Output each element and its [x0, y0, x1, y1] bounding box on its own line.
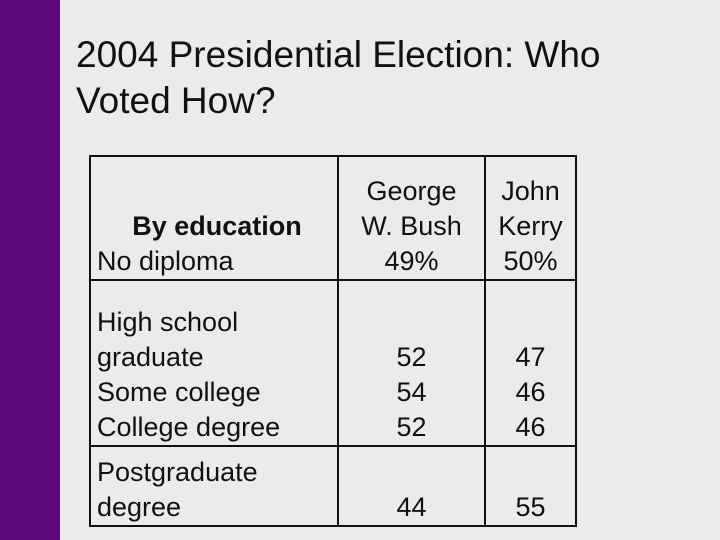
table-header-row: By education No diploma George W. Bush 4…: [89, 155, 577, 281]
kerry-value-no-diploma: 50%: [503, 246, 558, 276]
table-row: Postgraduate degree 44 55: [89, 445, 577, 527]
bush-header-line2: W. Bush: [361, 211, 462, 241]
table-row: High school graduate Some college Colleg…: [89, 279, 577, 447]
election-results-table: By education No diploma George W. Bush 4…: [89, 155, 577, 527]
bush-header-line1: George: [366, 176, 457, 206]
kerry-middle-values: 47 46 46: [484, 279, 577, 447]
middle-row-labels: High school graduate Some college Colleg…: [89, 279, 339, 447]
row-label-some-college: Some college: [97, 377, 261, 407]
kerry-header-cell: John Kerry 50%: [484, 155, 577, 281]
row-label-high-school-1: High school: [97, 307, 239, 337]
last-row-label: Postgraduate degree: [89, 445, 339, 527]
bush-value-postgraduate: 44: [337, 445, 486, 527]
bush-header-cell: George W. Bush 49%: [337, 155, 486, 281]
bush-value-some-college: 54: [396, 377, 427, 407]
sidebar-accent-bar: [0, 0, 60, 540]
kerry-header-line2: Kerry: [498, 211, 563, 241]
kerry-value-college-degree: 46: [515, 412, 546, 442]
row-label-no-diploma: No diploma: [97, 246, 234, 276]
row-label-college-degree: College degree: [97, 412, 281, 442]
kerry-value-postgraduate: 55: [484, 445, 577, 527]
row-label-high-school-2: graduate: [97, 342, 204, 372]
bush-value-high-school: 52: [396, 342, 427, 372]
bush-value-no-diploma: 49%: [384, 246, 439, 276]
slide-title: 2004 Presidential Election: Who Voted Ho…: [76, 34, 601, 121]
kerry-value-some-college: 46: [515, 377, 546, 407]
kerry-value-high-school: 47: [515, 342, 546, 372]
header-and-first-row-labels: By education No diploma: [89, 155, 339, 281]
row-label-postgraduate-2: degree: [97, 492, 182, 522]
bush-middle-values: 52 54 52: [337, 279, 486, 447]
bush-value-college-degree: 52: [396, 412, 427, 442]
kerry-header-line1: John: [501, 176, 560, 206]
category-heading: By education: [132, 211, 302, 241]
row-label-postgraduate-1: Postgraduate: [97, 457, 258, 487]
